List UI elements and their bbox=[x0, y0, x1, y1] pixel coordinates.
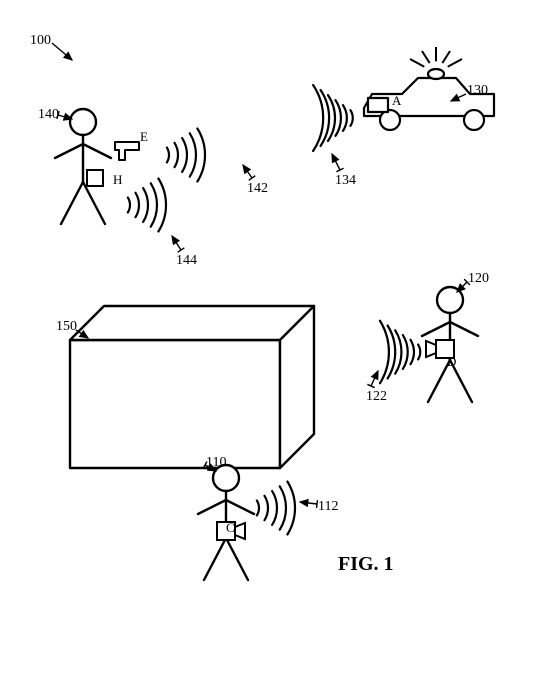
leader-person120 bbox=[457, 282, 467, 292]
ref-c_wave: 112 bbox=[318, 499, 338, 514]
ref-hip_wave: 144 bbox=[176, 253, 197, 268]
person-140 bbox=[55, 109, 111, 224]
ref-person120: 120 bbox=[468, 271, 489, 286]
leader-hip_wave bbox=[172, 236, 181, 250]
label-C: C bbox=[226, 520, 235, 535]
signal-waves bbox=[257, 482, 295, 535]
ref-person140: 140 bbox=[38, 107, 59, 122]
ref-d_wave: 122 bbox=[366, 389, 387, 404]
ref-car: 130 bbox=[467, 83, 488, 98]
ref-car_wave: 134 bbox=[335, 173, 356, 188]
leader-gun_wave bbox=[243, 165, 252, 178]
leader-d_wave bbox=[371, 371, 378, 386]
signal-waves bbox=[313, 85, 353, 151]
signal-waves bbox=[167, 129, 205, 182]
label-E: E bbox=[140, 129, 148, 144]
gun-icon bbox=[115, 142, 139, 160]
signal-waves bbox=[380, 321, 420, 384]
ref-gun_wave: 142 bbox=[247, 181, 268, 196]
label-D: D bbox=[447, 354, 456, 369]
device-H bbox=[87, 170, 103, 186]
building bbox=[70, 306, 314, 468]
ref-person110: 110 bbox=[206, 455, 226, 470]
leader-car_wave bbox=[332, 154, 340, 170]
ref-building: 150 bbox=[56, 319, 77, 334]
leader-system bbox=[52, 43, 72, 60]
label-A: A bbox=[392, 93, 402, 108]
leader-c_wave bbox=[300, 502, 317, 504]
figure-label: FIG. 1 bbox=[338, 553, 394, 575]
label-H: H bbox=[113, 172, 122, 187]
figure-canvas: 100 140 130 134 142 144 120 122 150 110 112 A E H D C FI… bbox=[0, 0, 536, 675]
ref-system: 100 bbox=[30, 33, 51, 48]
signal-waves bbox=[128, 179, 166, 232]
